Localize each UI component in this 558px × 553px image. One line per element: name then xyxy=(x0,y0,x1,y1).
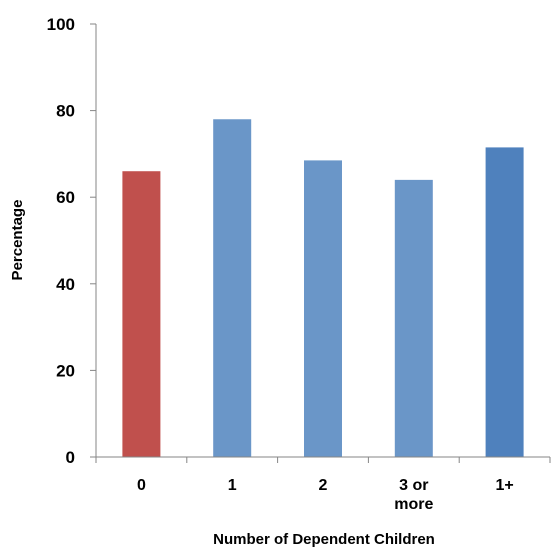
y-tick-label: 80 xyxy=(56,102,75,121)
x-tick-label: 0 xyxy=(137,477,146,494)
x-tick-label: 1+ xyxy=(495,477,513,494)
x-tick-label: 3 or more xyxy=(394,477,433,513)
y-tick-label: 40 xyxy=(56,275,75,294)
bar xyxy=(122,171,161,457)
x-tick-label: 1 xyxy=(228,477,237,494)
bar xyxy=(394,179,433,457)
x-axis-title: Number of Dependent Children xyxy=(213,531,435,548)
x-tick-label-line: 0 xyxy=(137,477,146,494)
bars xyxy=(122,119,524,457)
y-axis-title: Percentage xyxy=(9,200,26,281)
x-tick-label-line: 2 xyxy=(319,477,328,494)
x-tick-label-line: 1+ xyxy=(495,477,513,494)
y-tick-label: 60 xyxy=(56,188,75,207)
y-tick-label: 20 xyxy=(56,361,75,380)
bar xyxy=(485,147,524,457)
y-tick-label: 0 xyxy=(66,448,75,467)
x-tick-label-line: 3 or xyxy=(399,477,428,494)
x-tick-label-line: more xyxy=(394,496,433,513)
x-axis-ticks: 0 1 2 3 or more 1+ xyxy=(95,457,551,513)
x-tick-label-line: 1 xyxy=(228,477,237,494)
y-axis-ticks: 0 20 40 60 80 100 xyxy=(47,15,96,467)
bar xyxy=(213,119,252,457)
bar xyxy=(304,160,342,457)
x-tick-label: 2 xyxy=(319,477,328,494)
y-tick-label: 100 xyxy=(47,15,75,34)
